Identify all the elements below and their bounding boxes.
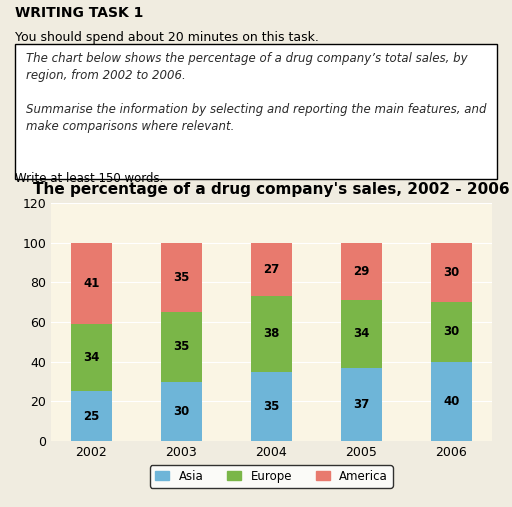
Text: 37: 37 [353,398,370,411]
Legend: Asia, Europe, America: Asia, Europe, America [150,465,393,488]
Text: 34: 34 [353,328,370,340]
Bar [341,300,381,368]
Text: 35: 35 [263,400,280,413]
Text: You should spend about 20 minutes on this task.: You should spend about 20 minutes on thi… [15,31,319,44]
Text: 35: 35 [173,340,189,353]
Bar [341,242,381,300]
Bar [251,242,292,296]
Text: 30: 30 [443,325,459,338]
Bar [161,312,202,381]
Bar [71,242,112,324]
Bar [161,242,202,312]
Bar [71,391,112,441]
Bar [251,296,292,372]
Text: 38: 38 [263,328,280,340]
Bar [161,381,202,441]
Text: 35: 35 [173,271,189,284]
Text: Write at least 150 words.: Write at least 150 words. [15,172,164,185]
Bar [341,368,381,441]
Text: The chart below shows the percentage of a drug company’s total sales, by
region,: The chart below shows the percentage of … [26,52,486,133]
Text: 25: 25 [83,410,100,423]
Text: 34: 34 [83,351,100,364]
Text: 30: 30 [443,266,459,279]
Bar [431,242,472,302]
Text: 29: 29 [353,265,370,278]
Text: 41: 41 [83,277,100,289]
FancyBboxPatch shape [15,44,497,179]
Text: 30: 30 [173,405,189,418]
Text: 27: 27 [263,263,280,276]
Text: 40: 40 [443,395,459,408]
Bar [431,361,472,441]
Title: The percentage of a drug company's sales, 2002 - 2006: The percentage of a drug company's sales… [33,183,509,197]
Text: WRITING TASK 1: WRITING TASK 1 [15,6,144,20]
Bar [251,372,292,441]
Bar [431,302,472,361]
Bar [71,324,112,391]
